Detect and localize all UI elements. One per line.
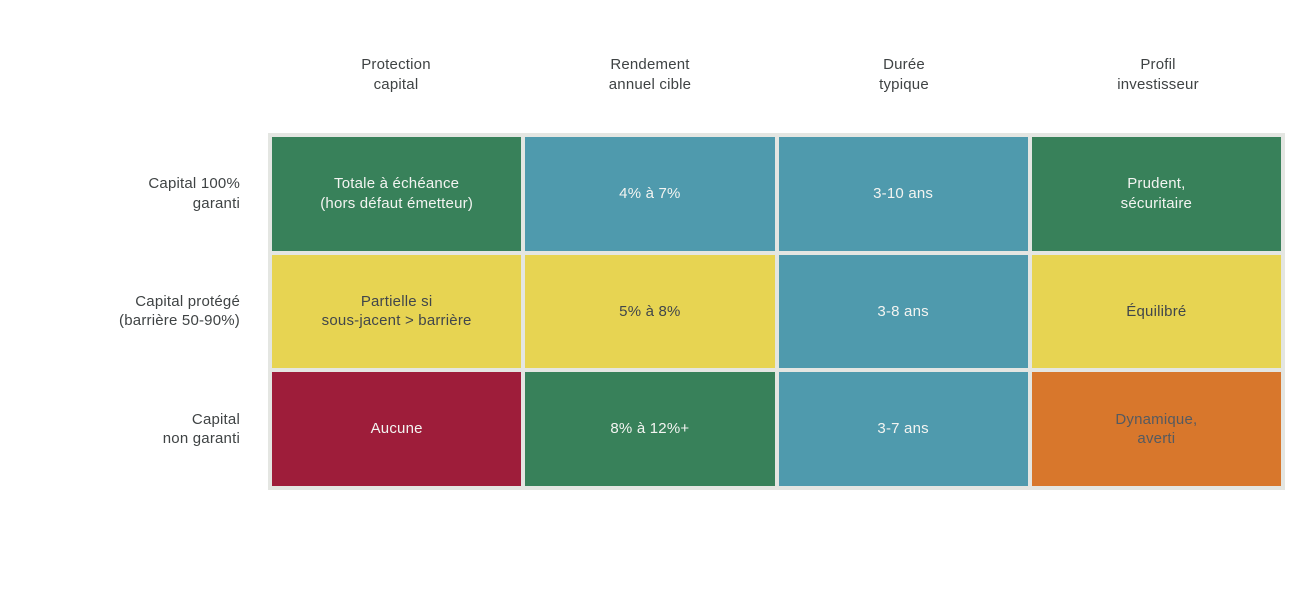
cell-r2-profil: Dynamique, averti — [1031, 372, 1281, 486]
row-header-capital-100-garanti: Capital 100% garanti — [148, 175, 240, 212]
row-headers: Capital 100% garanti Capital protégé (ba… — [0, 133, 240, 490]
column-header-profil-investisseur: Profil investisseur — [1117, 56, 1199, 93]
cell-r1-protection: Partielle si sous-jacent > barrière — [272, 254, 522, 369]
column-header-protection-capital: Protection capital — [361, 56, 431, 93]
column-header-rendement-annuel-cible: Rendement annuel cible — [608, 56, 692, 93]
cell-r2-rendement: 8% à 12%+ — [525, 372, 775, 486]
cell-r0-profil: Prudent, sécuritaire — [1031, 137, 1281, 251]
cell-r1-rendement: 5% à 8% — [525, 254, 775, 369]
cell-r0-duree: 3-10 ans — [778, 137, 1028, 251]
matrix-grid: Totale à échéance (hors défaut émetteur)… — [268, 133, 1285, 490]
row-header-capital-non-garanti: Capital non garanti — [162, 410, 240, 448]
cell-r2-protection: Aucune — [272, 372, 522, 486]
row-header-capital-protege: Capital protégé (barrière 50-90%) — [119, 292, 240, 330]
cell-r2-duree: 3-7 ans — [778, 372, 1028, 486]
column-header-duree-typique: Durée typique — [879, 56, 929, 93]
cell-r1-duree: 3-8 ans — [778, 254, 1028, 369]
cell-r0-rendement: 4% à 7% — [525, 137, 775, 251]
column-headers: Protection capital Rendement annuel cibl… — [269, 55, 1285, 94]
cell-r0-protection: Totale à échéance (hors défaut émetteur) — [272, 137, 522, 251]
cell-r1-profil: Équilibré — [1031, 254, 1281, 369]
